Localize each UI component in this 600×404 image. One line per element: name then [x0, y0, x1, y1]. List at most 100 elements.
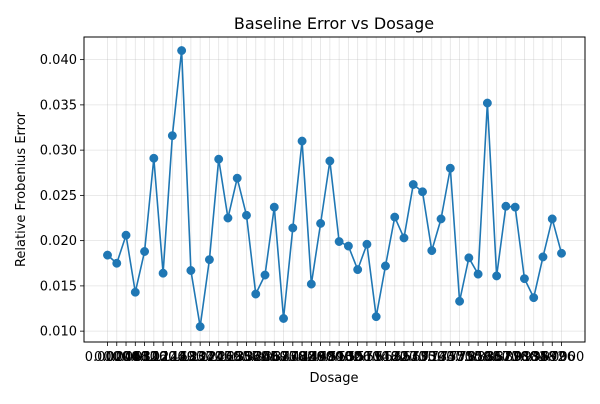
data-point: [269, 202, 279, 212]
series-baseline-error: [103, 46, 566, 332]
x-tick-label: 0.4694: [298, 350, 344, 365]
data-point: [371, 312, 381, 322]
data-point: [242, 210, 251, 220]
x-tick-label: 0.4082: [270, 350, 316, 365]
x-axis-ticks: 0.00000.02040.04080.06120.08160.10200.12…: [85, 342, 585, 365]
x-tick-label: 0.2857: [214, 350, 260, 365]
x-tick-label: 0.6122: [363, 350, 409, 365]
data-point: [445, 163, 455, 173]
x-tick-label: 0.8367: [465, 350, 511, 365]
x-tick-label: 0.3265: [233, 350, 279, 365]
data-point: [223, 213, 233, 223]
x-tick-label: 0.7959: [446, 350, 492, 365]
data-point: [464, 253, 474, 263]
data-point: [501, 201, 511, 211]
data-point: [103, 250, 112, 260]
data-point: [519, 274, 529, 284]
x-tick-label: 0.7551: [428, 350, 474, 365]
data-point: [399, 233, 409, 243]
x-tick-label: 0.4490: [289, 350, 335, 365]
data-point: [288, 223, 298, 233]
data-point: [334, 237, 344, 246]
x-tick-label: 0.3469: [242, 350, 288, 365]
data-point: [130, 287, 140, 297]
x-tick-label: 0.5714: [344, 350, 390, 365]
x-tick-label: 0.3673: [252, 350, 298, 365]
y-axis-label: Relative Frobenius Error: [14, 111, 29, 267]
data-point: [427, 246, 437, 256]
x-tick-label: 0.0408: [103, 350, 149, 365]
x-tick-label: 0.1020: [131, 350, 177, 365]
x-tick-label: 0.3061: [224, 350, 270, 365]
data-point: [362, 239, 372, 249]
data-point: [177, 46, 187, 56]
data-point: [167, 131, 177, 141]
y-tick-label: 0.025: [40, 189, 77, 204]
x-tick-label: 0.0612: [113, 350, 159, 365]
data-point: [538, 252, 548, 262]
plot-area-background: [84, 37, 585, 342]
data-point: [121, 230, 131, 240]
y-axis-ticks: 0.010 0.015 0.020 0.025 0.030 0.035 0.040: [40, 53, 84, 340]
y-tick-label: 0.015: [40, 279, 77, 294]
x-tick-label: 0.2653: [205, 350, 251, 365]
data-point: [297, 136, 307, 146]
x-tick-label: 0.3878: [261, 350, 307, 365]
data-point: [482, 98, 492, 108]
x-tick-label: 0.2041: [177, 350, 223, 365]
x-tick-label: 0.5918: [353, 350, 399, 365]
data-point: [279, 314, 288, 323]
x-tick-label: 0.1224: [140, 350, 186, 365]
x-tick-label: 0.1837: [168, 350, 214, 365]
x-tick-label: 0.0816: [122, 350, 168, 365]
x-tick-label: 0.7143: [409, 350, 455, 365]
data-point: [260, 270, 270, 280]
x-tick-label: 0.8980: [492, 350, 538, 365]
data-point: [158, 268, 168, 278]
x-axis-label: Dosage: [310, 371, 359, 386]
x-tick-label: 1.0000: [539, 350, 585, 365]
data-point: [214, 154, 224, 164]
data-point: [381, 261, 390, 271]
series-line: [106, 49, 563, 328]
data-point: [390, 212, 400, 222]
x-tick-label: 0.6531: [381, 350, 427, 365]
data-point: [149, 153, 159, 163]
y-tick-label: 0.035: [40, 98, 77, 113]
data-point: [455, 296, 465, 306]
x-tick-label: 0.6939: [400, 350, 446, 365]
x-tick-label: 0.2449: [196, 350, 242, 365]
data-point: [557, 248, 566, 258]
x-tick-label: 0.5510: [335, 350, 381, 365]
x-tick-label: 0.4898: [307, 350, 353, 365]
data-point: [251, 289, 261, 299]
data-point: [112, 258, 122, 268]
x-tick-label: 0.5306: [326, 350, 372, 365]
x-tick-label: 0.9388: [511, 350, 557, 365]
x-tick-label: 0.9796: [529, 350, 575, 365]
x-tick-label: 0.4286: [279, 350, 325, 365]
data-point: [492, 271, 502, 281]
x-tick-label: 0.5102: [316, 350, 362, 365]
x-tick-label: 0.2245: [187, 350, 233, 365]
data-point: [140, 247, 150, 256]
y-tick-label: 0.030: [40, 144, 77, 159]
x-tick-label: 0.9184: [502, 350, 548, 365]
data-point: [418, 187, 427, 197]
x-tick-label: 0.1633: [159, 350, 205, 365]
data-point: [529, 293, 539, 303]
data-point: [547, 214, 557, 224]
data-point: [186, 266, 196, 275]
data-point: [306, 279, 316, 289]
x-tick-label: 0.7755: [437, 350, 483, 365]
data-point: [436, 214, 446, 224]
chart-title: Baseline Error vs Dosage: [234, 14, 434, 33]
y-tick-label: 0.020: [40, 234, 77, 249]
data-point: [195, 322, 205, 332]
data-point: [408, 180, 418, 189]
x-tick-label: 0.6735: [391, 350, 437, 365]
data-point: [343, 241, 353, 251]
y-tick-label: 0.040: [40, 53, 77, 68]
